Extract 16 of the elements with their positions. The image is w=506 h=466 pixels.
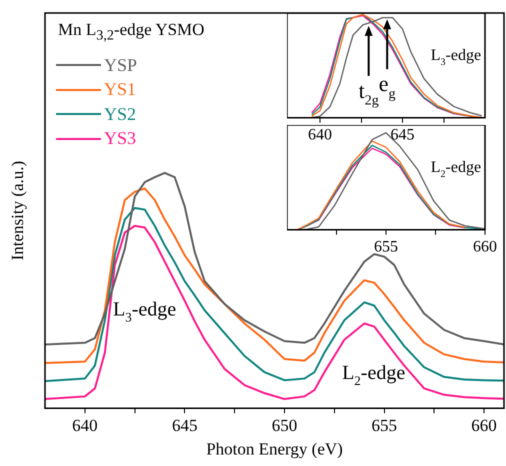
y-axis-title: Intensity (a.u.) xyxy=(8,160,27,260)
x-tick-label: 640 xyxy=(308,126,332,144)
x-tick-label: 650 xyxy=(272,416,298,435)
x-tick-label: 660 xyxy=(473,238,497,256)
x-tick-label: 655 xyxy=(372,416,398,435)
legend-label: YS2 xyxy=(104,104,136,125)
x-axis-title: Photon Energy (eV) xyxy=(206,439,343,458)
x-tick-label: 645 xyxy=(172,416,198,435)
legend-label: YS1 xyxy=(104,79,136,100)
x-tick-label: 640 xyxy=(72,416,98,435)
legend-label: YSP xyxy=(104,54,138,76)
chart-title: Mn L$_{3,2}$-edge YSMO xyxy=(58,20,204,44)
x-tick-label: 645 xyxy=(390,126,414,144)
legend-label: YS3 xyxy=(104,128,136,150)
x-tick-label: 660 xyxy=(471,416,497,435)
x-tick-label: 655 xyxy=(374,238,398,256)
